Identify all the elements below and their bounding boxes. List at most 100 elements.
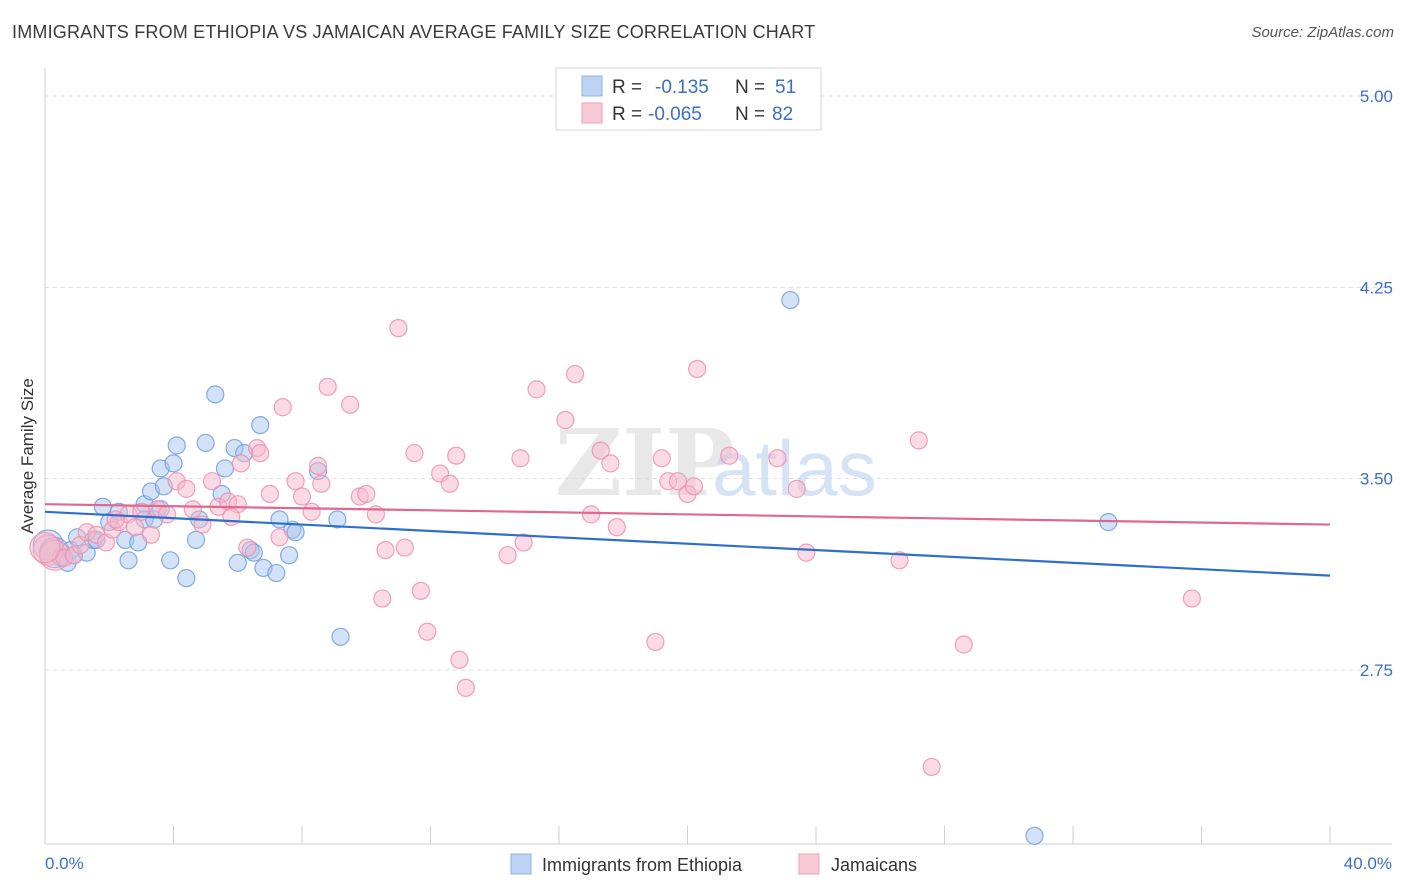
data-point [251,415,270,435]
data-point [456,678,475,697]
data-point [405,444,424,463]
data-point [308,456,328,476]
chart-title: IMMIGRANTS FROM ETHIOPIA VS JAMAICAN AVE… [12,22,816,42]
data-point [646,632,665,652]
x-tick-label-max: 40.0% [1344,854,1392,873]
data-point [238,538,257,557]
data-point [607,518,626,537]
trend-lines [44,503,1331,577]
data-point [331,627,350,646]
legend-r-value-1: -0.065 [648,104,702,125]
data-point [164,454,183,473]
y-tick-labels: 2.75 3.50 4.25 5.00 [1360,87,1393,680]
x-tick-label-min: 0.0% [45,854,84,873]
legend-n-label-1: N = [735,104,765,125]
data-point [292,487,312,506]
watermark-atlas: atlas [712,424,877,512]
data-point [312,474,331,493]
data-point [29,531,61,564]
bottom-legend-label-jamaicans: Jamaicans [831,855,917,875]
data-point [93,497,112,516]
data-point [411,581,430,601]
data-point [341,395,360,414]
data-point [161,551,180,570]
data-point [167,436,186,455]
data-point [527,380,546,399]
data-point [376,540,395,560]
data-point [267,563,286,583]
data-point [1182,589,1201,608]
trend-line [44,503,1331,526]
data-point [286,523,305,542]
data-point [389,319,408,338]
y-tick-label: 3.50 [1360,470,1393,489]
bottom-legend-swatch-jamaicans [798,853,820,875]
data-point [1025,826,1044,845]
data-point [119,551,138,570]
data-point [228,553,247,572]
legend-swatch-jamaicans [581,102,603,124]
data-point [668,472,687,491]
chart-source: Source: ZipAtlas.com [1251,24,1394,41]
data-point [447,446,466,465]
data-point [582,505,601,524]
data-point [357,484,376,504]
legend-swatch-ethiopia [581,75,603,97]
data-point [601,454,620,473]
data-point [688,359,707,379]
data-point [514,533,533,552]
watermark-zip: ZIP [555,409,734,517]
data-point [395,538,414,557]
y-axis-label: Average Family Size [18,378,37,534]
legend-box: R = -0.135 N = 51 R = -0.065 N = 82 [555,67,822,131]
data-point [270,528,289,547]
data-point [922,757,941,777]
data-point [684,477,704,496]
data-point [177,479,196,498]
data-point [909,431,928,450]
data-point [280,546,299,565]
data-point [186,530,206,549]
series-ethiopia-points [32,290,1118,845]
data-point [273,398,292,417]
legend-n-value-1: 82 [772,104,793,125]
data-point [196,433,215,453]
data-point [440,474,459,493]
x-tick-marks [44,826,1331,844]
data-point [231,454,251,473]
data-point [286,472,305,491]
data-point [954,635,973,654]
data-point [251,444,270,463]
data-point [498,546,517,565]
legend-n-label-0: N = [735,77,765,98]
data-point [302,502,321,521]
data-point [202,472,222,491]
data-point [125,518,145,537]
data-point [787,479,806,498]
legend-r-value-0: -0.135 [655,77,709,98]
data-point [260,484,279,504]
data-point [157,505,177,524]
data-point [781,290,800,310]
data-point [222,507,241,527]
data-point [318,377,337,396]
bottom-legend: Immigrants from Ethiopia Jamaicans [510,853,917,875]
data-point [206,385,225,404]
data-point [511,449,530,468]
data-point [591,441,610,460]
data-point [890,551,909,570]
legend-n-value-0: 51 [775,77,796,98]
y-tick-label: 5.00 [1360,87,1393,106]
grid-lines [45,95,1392,671]
data-point [450,650,469,669]
trend-line [44,510,1331,577]
y-tick-label: 4.25 [1360,278,1393,297]
data-point [106,510,125,529]
data-point [328,510,347,529]
y-tick-label: 2.75 [1360,661,1393,680]
data-point [565,364,585,384]
series-jamaicans-points [29,319,1201,777]
data-point [768,449,787,468]
data-point [556,410,575,430]
